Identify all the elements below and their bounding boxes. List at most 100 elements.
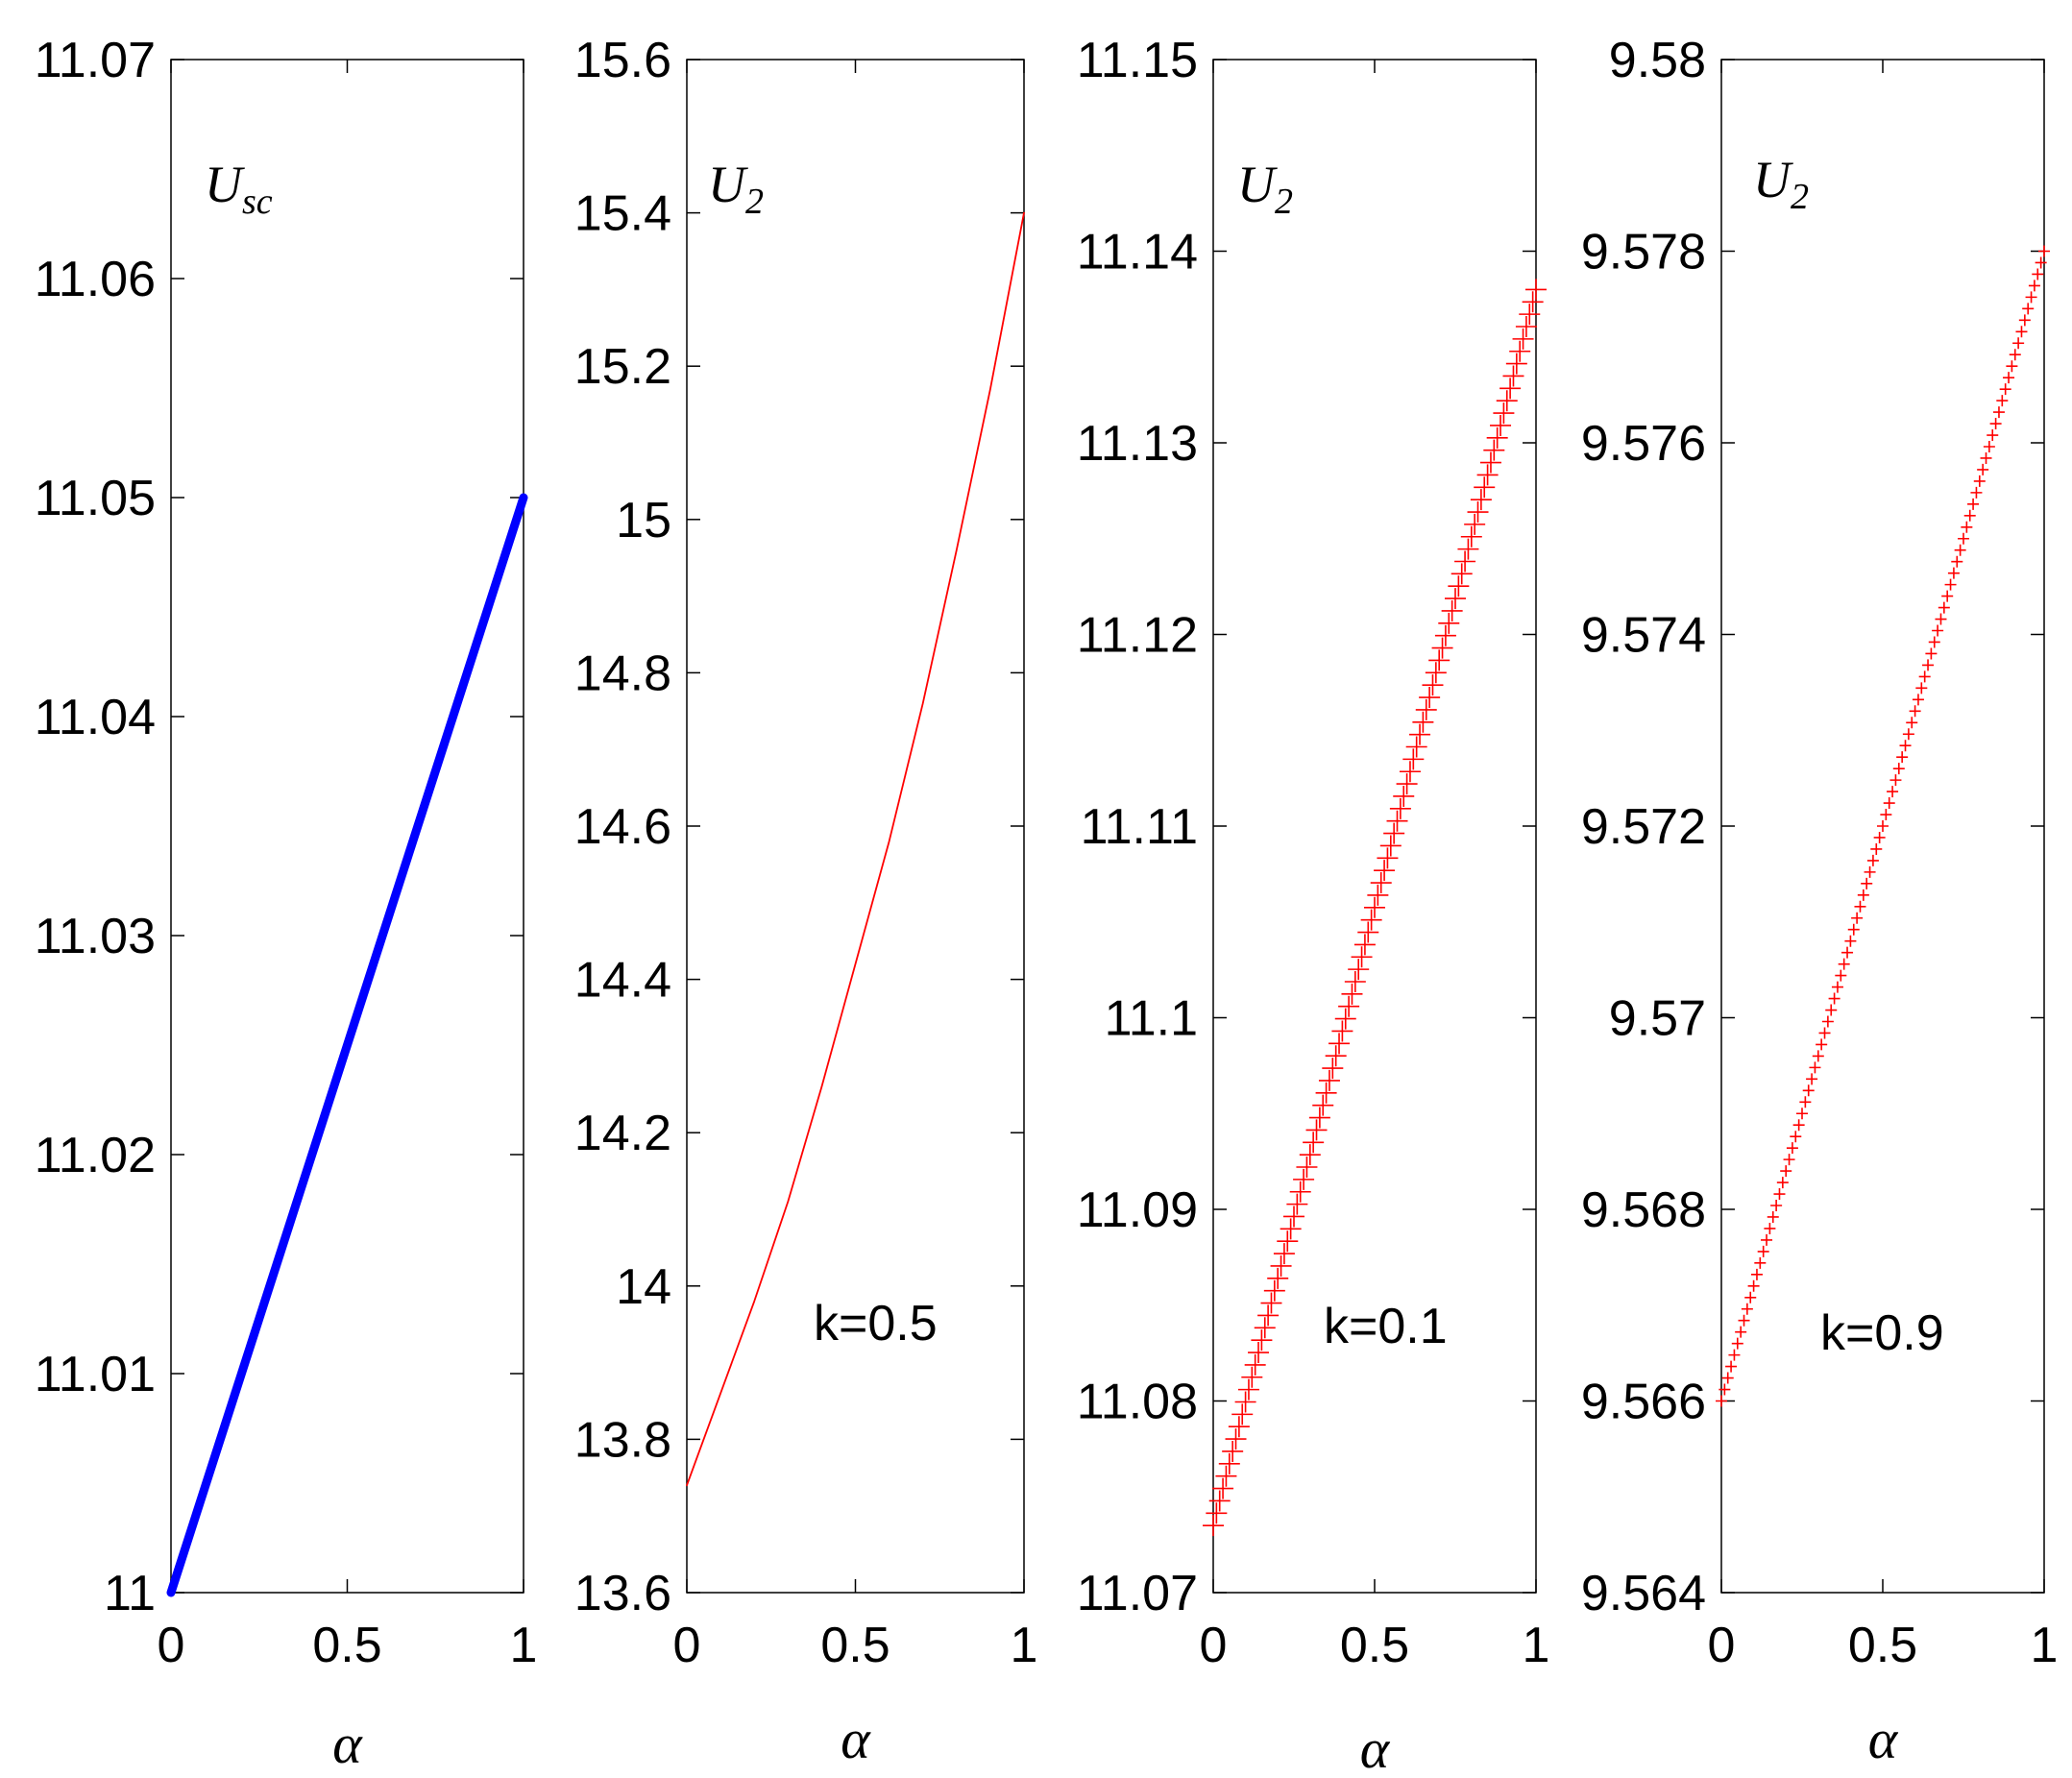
data-point <box>1847 923 1860 936</box>
data-point <box>1831 981 1843 993</box>
y-tick-label: 15 <box>616 493 671 548</box>
data-point <box>1821 1015 1834 1028</box>
data-point <box>1918 670 1931 683</box>
data-point <box>1515 316 1537 338</box>
data-point <box>1305 1119 1328 1141</box>
data-point <box>1721 1372 1734 1384</box>
data-point <box>1512 328 1534 350</box>
data-point <box>1854 900 1866 913</box>
data-point <box>1806 1073 1818 1085</box>
series-label-sub: 2 <box>745 182 764 222</box>
y-tick-label: 14.6 <box>574 799 671 855</box>
data-point <box>1796 1108 1808 1120</box>
data-point <box>1389 797 1411 819</box>
data-point <box>1312 1094 1334 1116</box>
data-point <box>1493 402 1515 425</box>
series-label: U2 <box>1753 151 1809 217</box>
data-point <box>1951 555 1963 568</box>
data-point <box>1441 599 1463 621</box>
data-point <box>1828 992 1840 1005</box>
series-label: Usc <box>205 156 273 222</box>
data-point <box>1308 1107 1330 1129</box>
data-point <box>1303 1132 1325 1154</box>
data-point <box>1257 1304 1280 1327</box>
data-point <box>1206 1502 1228 1524</box>
axes-box <box>1212 59 1537 1594</box>
data-point <box>1419 687 1441 709</box>
data-point <box>1725 1360 1738 1373</box>
data-point <box>1448 575 1470 597</box>
data-point <box>1231 1403 1254 1425</box>
series-label-main: U <box>708 156 748 213</box>
data-point <box>1428 649 1450 671</box>
data-point <box>1809 1061 1821 1074</box>
data-point <box>1377 847 1399 869</box>
data-point <box>1896 751 1909 764</box>
y-tick-label: 9.576 <box>1581 416 1706 472</box>
data-point <box>1212 1477 1234 1499</box>
x-tick-label: 0.5 <box>820 1618 890 1673</box>
data-point <box>1912 694 1924 706</box>
data-point <box>1450 563 1473 585</box>
y-tick-label: 14.2 <box>574 1106 671 1161</box>
y-tick-label: 15.4 <box>574 186 671 242</box>
data-point <box>1353 934 1376 956</box>
k-annotation: k=0.1 <box>1324 1299 1448 1354</box>
data-point <box>1844 935 1857 947</box>
data-point <box>2032 268 2044 280</box>
y-tick-label: 15.6 <box>574 33 671 88</box>
x-tick-label: 0.5 <box>1848 1618 1917 1673</box>
data-point <box>1519 304 1541 326</box>
data-point <box>1412 711 1434 733</box>
data-point <box>1861 877 1873 889</box>
y-tick-label: 11.01 <box>35 1347 156 1402</box>
data-point <box>1273 1243 1295 1265</box>
data-point <box>1799 1096 1812 1108</box>
data-point <box>2015 326 2028 338</box>
data-point <box>1431 637 1453 659</box>
data-point <box>1470 489 1492 511</box>
series-label-sub: 2 <box>1275 182 1293 222</box>
y-tick-label: 11.05 <box>35 471 156 526</box>
data-point <box>1973 475 1986 487</box>
data-point <box>1270 1254 1292 1277</box>
data-point <box>1790 1131 1802 1143</box>
y-tick-label: 14 <box>616 1259 671 1315</box>
y-tick-label: 14.8 <box>574 645 671 701</box>
data-point <box>1341 983 1363 1005</box>
data-point <box>1348 959 1370 981</box>
data-point <box>1467 501 1489 524</box>
y-tick-label: 11.13 <box>1077 416 1198 472</box>
k-annotation: k=0.9 <box>1820 1305 1944 1361</box>
data-point <box>1203 1515 1224 1537</box>
y-tick-label: 15.2 <box>574 339 671 395</box>
data-point <box>1761 1233 1773 1246</box>
x-tick-label: 1 <box>1523 1618 1550 1673</box>
data-point <box>1738 1314 1750 1327</box>
data-point <box>1460 525 1482 548</box>
data-point <box>1889 774 1902 787</box>
y-tick-label: 13.8 <box>574 1412 671 1468</box>
data-point <box>1783 1154 1795 1166</box>
data-point <box>1873 831 1886 843</box>
x-tick-label: 1 <box>510 1618 538 1673</box>
y-tick-label: 11.08 <box>1077 1375 1198 1430</box>
data-point <box>1983 440 1995 452</box>
data-point <box>1841 946 1854 959</box>
data-point <box>1338 995 1360 1017</box>
data-point <box>1864 865 1876 878</box>
y-tick-label: 13.6 <box>574 1566 671 1621</box>
y-tick-label: 11.1 <box>1105 991 1198 1047</box>
data-point <box>1747 1279 1760 1292</box>
y-tick-label: 11.02 <box>35 1128 156 1183</box>
data-point <box>1773 1188 1786 1201</box>
data-point <box>1228 1416 1250 1438</box>
x-tick-label: 0 <box>158 1618 185 1673</box>
y-tick-label: 9.58 <box>1609 33 1706 88</box>
data-point <box>1222 1440 1244 1462</box>
y-tick-label: 9.574 <box>1581 608 1706 664</box>
data-point <box>1505 353 1527 375</box>
data-point <box>1351 946 1373 968</box>
data-point <box>2009 349 2021 361</box>
